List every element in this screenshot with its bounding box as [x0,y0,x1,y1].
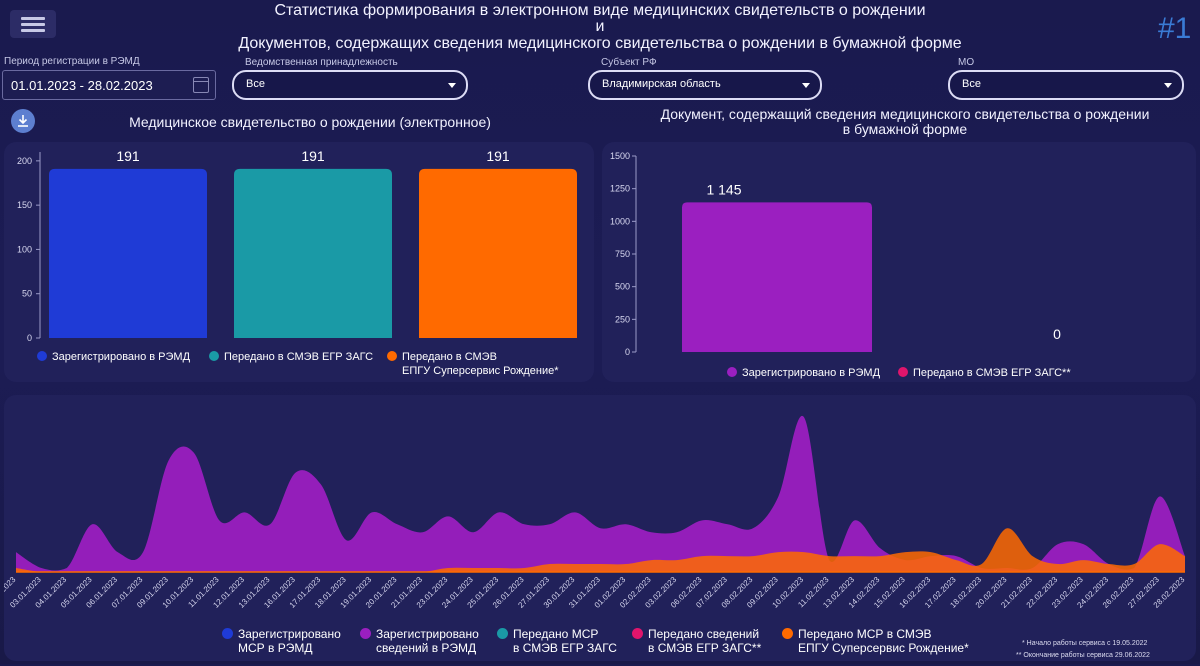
chart3-svg: 02.01.202303.01.202304.01.202305.01.2023… [0,415,1187,610]
legend-label: Зарегистрировано в РЭМД [742,367,881,379]
legend-dot [782,628,793,639]
bar [49,168,207,338]
chevron-down-icon [1164,83,1172,88]
y-tick-label: 250 [615,314,630,324]
chart1-legend-epgu-line2: ЕПГУ Суперсервис Рождение* [402,365,559,377]
legend-dot [209,351,219,361]
mo-select-value: Все [962,78,981,90]
chart2-legend-zags[interactable]: Передано в СМЭВ ЕГР ЗАГС** [898,367,1071,379]
chart1-legend-zags[interactable]: Передано в СМЭВ ЕГР ЗАГС [209,351,373,363]
chevron-down-icon [802,83,810,88]
region-select[interactable]: Владимирская область [588,70,822,100]
chart1-legend-epgu[interactable]: Передано в СМЭВ [387,351,497,363]
download-icon [18,115,28,127]
bar-value-label: 191 [486,148,510,164]
chart3-panel: 02.01.2023 03.01.2023 04.01.2023 05.01.2023… [0,395,1196,661]
region-label: Субъект РФ [601,57,657,68]
mo-select[interactable]: Все [948,70,1184,100]
bar-value-label: 1 145 [706,181,741,197]
chart2-legend-registered[interactable]: Зарегистрировано в РЭМД [727,367,880,379]
chart2-svg: 0 250 500 750 1000 1250 1500 1 145 0 [610,151,1061,357]
area-series-registered [16,415,1185,572]
bar [419,168,577,338]
period-date-input[interactable]: 01.01.2023 - 28.02.2023 [2,70,216,100]
bar [234,168,392,338]
legend-label: Передано в СМЭВ [402,351,497,363]
y-tick-label: 1250 [610,184,630,194]
legend-dot [37,351,47,361]
legend-dot [387,351,397,361]
legend-label: Передано сведений в СМЭВ ЕГР ЗАГС** [648,627,762,655]
legend-label: Зарегистрировано сведений в РЭМД [376,627,479,655]
mo-label: МО [958,57,975,68]
y-tick-label: 0 [27,333,32,343]
calendar-icon[interactable] [193,77,209,93]
legend-label: Передано МСР в СМЭВ ЕПГУ Суперсервис Рожд… [798,627,969,655]
y-tick-label: 1000 [610,216,630,226]
legend-dot [727,367,737,377]
dept-select[interactable]: Все [232,70,468,100]
y-tick-label: 1500 [610,151,630,161]
y-tick-label: 200 [17,156,32,166]
y-tick-label: 0 [625,347,630,357]
footnote-start: * Начало работы сервиса с 19.05.2022 [1022,640,1148,647]
legend-label: Передано в СМЭВ ЕГР ЗАГС** [913,367,1071,379]
footnote-end: ** Окончание работы сервиса 29.06.2022 [1016,652,1150,659]
legend-dot [632,628,643,639]
chevron-down-icon [448,83,456,88]
chart2-panel: 0 250 500 750 1000 1250 1500 1 145 0 Зарегистрир… [602,142,1196,382]
dept-select-value: Все [246,78,265,90]
y-tick-label: 100 [17,244,32,254]
y-tick-label: 150 [17,200,32,210]
page-title: Статистика формирования в электронном ви… [238,2,962,52]
hamburger-line [21,23,45,26]
dept-label: Ведомственная принадлежность [245,57,398,68]
bar-value-label: 191 [301,148,325,164]
chart1-panel: 0 50 100 150 200 191 191 191 Зарегистрировано в… [4,142,594,382]
y-tick-label: 750 [615,249,630,259]
download-button[interactable] [11,109,35,133]
hamburger-line [21,29,45,32]
legend-dot [222,628,233,639]
legend-label: Зарегистрировано в РЭМД [52,351,191,363]
bar [682,202,872,352]
legend-label: Зарегистрировано МСР в РЭМД [238,627,341,655]
dashboard-tag: #1 [1158,12,1192,45]
chart2-title: Документ, содержащий сведения медицинско… [660,106,1150,137]
period-label: Период регистрации в РЭМД [4,56,140,67]
bar-value-label: 191 [116,148,140,164]
chart1-legend-registered[interactable]: Зарегистрировано в РЭМД [37,351,190,363]
legend-dot [898,367,908,377]
bar-value-label: 0 [1053,326,1061,342]
legend-dot [497,628,508,639]
chart1-svg: 0 50 100 150 200 191 191 191 [17,148,577,343]
legend-label: Передано МСР в СМЭВ ЕГР ЗАГС [513,627,617,655]
y-tick-label: 50 [22,289,32,299]
y-tick-label: 500 [615,282,630,292]
chart1-title: Медицинское свидетельство о рождении (эл… [129,114,491,130]
legend-label: Передано в СМЭВ ЕГР ЗАГС [224,351,374,363]
region-select-value: Владимирская область [602,78,721,90]
legend-dot [360,628,371,639]
hamburger-line [21,17,45,20]
menu-button[interactable] [10,10,56,38]
area-series-epgu [16,528,1185,572]
period-value: 01.01.2023 - 28.02.2023 [11,78,153,93]
